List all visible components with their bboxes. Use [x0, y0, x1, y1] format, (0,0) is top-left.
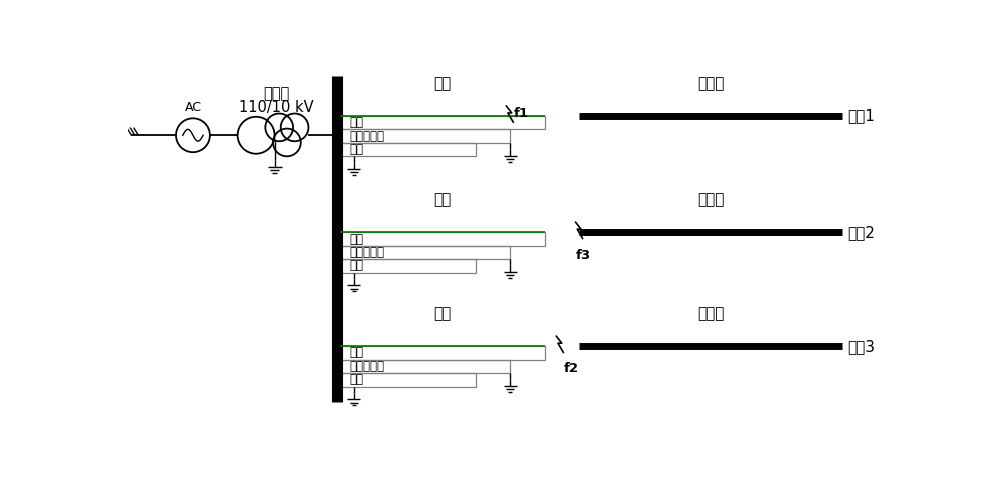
Text: 架空线: 架空线 [697, 76, 724, 91]
Bar [340, 246, 510, 259]
Text: 金属屏蔽层: 金属屏蔽层 [349, 360, 384, 373]
Bar [340, 360, 510, 373]
Text: 线路1: 线路1 [847, 109, 875, 124]
Text: 电缆: 电缆 [433, 192, 452, 207]
Text: 线路3: 线路3 [847, 339, 875, 354]
Text: 导体: 导体 [349, 346, 363, 359]
Text: 线路2: 线路2 [847, 225, 875, 240]
Text: 110/10 kV: 110/10 kV [239, 100, 313, 115]
Bar [340, 232, 545, 246]
Text: 导体: 导体 [349, 232, 363, 246]
Text: 锂铠: 锂铠 [349, 143, 363, 156]
Text: 架空线: 架空线 [697, 192, 724, 207]
Text: f1: f1 [514, 107, 529, 120]
Text: 导体: 导体 [349, 116, 363, 129]
Text: 锂铠: 锂铠 [349, 374, 363, 387]
Text: 电缆: 电缆 [433, 306, 452, 321]
Bar [340, 373, 476, 387]
Text: AC: AC [184, 102, 201, 114]
Text: 架空线: 架空线 [697, 306, 724, 321]
Text: f2: f2 [564, 362, 579, 375]
Text: 金属屏蔽层: 金属屏蔽层 [349, 130, 384, 143]
Bar [340, 346, 545, 360]
Text: 锂铠: 锂铠 [349, 260, 363, 273]
Bar [340, 116, 545, 129]
Text: 变压器: 变压器 [263, 86, 289, 102]
Bar [340, 259, 476, 273]
Text: f3: f3 [576, 249, 591, 262]
Text: 金属屏蔽层: 金属屏蔽层 [349, 246, 384, 259]
Bar [340, 143, 476, 157]
Text: 电缆: 电缆 [433, 76, 452, 91]
Bar [340, 129, 510, 143]
